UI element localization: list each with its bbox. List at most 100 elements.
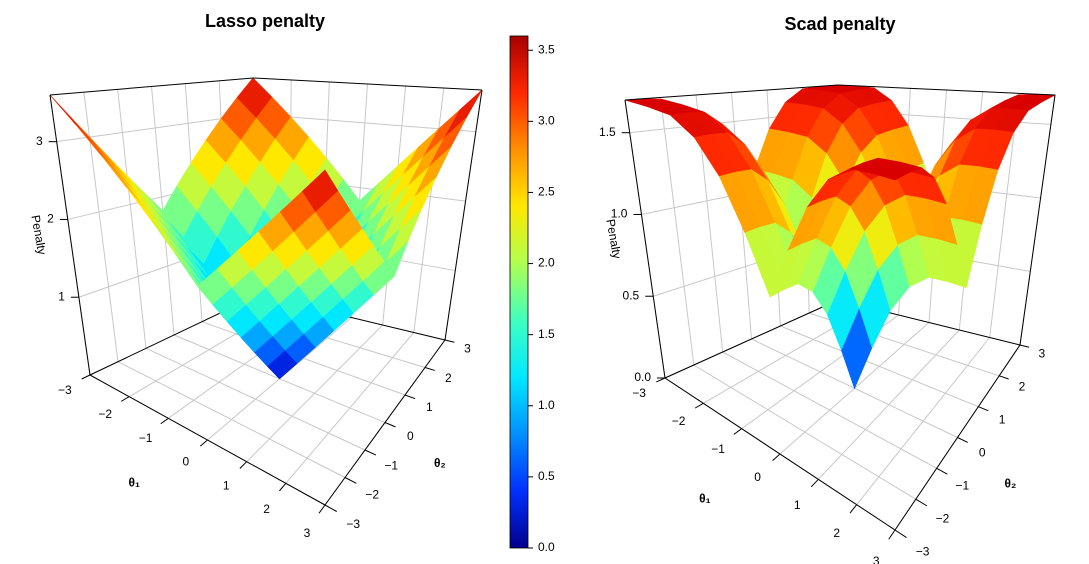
colorbar-tick-label: 2.0	[538, 256, 555, 270]
x-tick-label: −2	[98, 407, 112, 421]
colorbar-tick-label: 0.0	[538, 540, 555, 554]
tick-mark	[888, 529, 896, 540]
colorbar-tick-label: 1.5	[538, 327, 555, 341]
z-tick-label: 1.5	[599, 125, 616, 139]
box-edge	[444, 89, 483, 341]
colorbar-tick-label: 1.0	[538, 398, 555, 412]
y-tick-label: −1	[384, 458, 398, 472]
colorbar-tick-label: 3.5	[538, 42, 555, 56]
tick-mark	[810, 478, 819, 488]
colorbar-tick-label: 3.0	[538, 114, 555, 128]
surface-patch	[301, 169, 339, 212]
x-axis-title: θ₁	[129, 475, 140, 489]
y-tick-label: −2	[936, 511, 950, 525]
box-edge	[324, 339, 446, 506]
x-tick-label: −3	[632, 386, 646, 400]
z-axis-title: Penalty	[603, 218, 624, 260]
tick-mark	[733, 428, 742, 435]
y-axis-title: θ₂	[1005, 477, 1017, 491]
box-edge	[624, 84, 839, 101]
y-tick-label: 3	[464, 342, 471, 356]
y-tick-label: −1	[956, 478, 970, 492]
x-tick-label: −3	[58, 383, 72, 397]
x-tick-label: 3	[873, 554, 880, 564]
x-tick-label: 0	[754, 470, 761, 484]
grid-line	[780, 325, 979, 408]
z-tick-label: 0.0	[634, 370, 651, 384]
tick-mark	[279, 483, 287, 492]
box-edge	[1019, 94, 1056, 346]
x-tick-label: 3	[304, 526, 311, 540]
z-tick-label: 2	[47, 212, 54, 226]
grid-line	[201, 321, 406, 396]
y-tick-label: 1	[426, 400, 433, 414]
box-edge	[49, 77, 254, 96]
grid-line	[722, 351, 937, 469]
grid-line	[660, 97, 695, 366]
x-tick-label: 1	[223, 478, 230, 492]
grid-line	[117, 89, 147, 349]
tick-mark	[936, 467, 948, 475]
colorbar-tick-label: 0.5	[538, 469, 555, 483]
tick-mark	[957, 437, 969, 443]
box-edge	[837, 84, 1056, 96]
box-edge	[664, 377, 896, 531]
grid-line	[145, 347, 366, 451]
tick-mark	[694, 402, 704, 409]
z-tick-label: 3	[36, 134, 43, 148]
z-tick-label: 0.5	[623, 288, 640, 302]
x-tick-label: −2	[672, 414, 686, 428]
z-tick-label: 1	[58, 289, 65, 303]
grid-line	[989, 93, 1020, 338]
y-tick-label: −3	[346, 517, 360, 531]
tick-mark	[318, 504, 326, 514]
y-tick-label: 2	[445, 371, 452, 385]
tick-mark	[444, 339, 455, 343]
tick-mark	[160, 417, 169, 425]
y-tick-label: 1	[999, 413, 1006, 427]
grid-line	[83, 92, 119, 362]
x-tick-label: 1	[794, 498, 801, 512]
tick-mark	[324, 504, 337, 512]
y-tick-label: 2	[1019, 380, 1026, 394]
y-axis-title: θ₂	[434, 456, 446, 470]
box-edge	[49, 94, 91, 376]
grid-line	[117, 361, 346, 478]
box-edge	[89, 374, 326, 506]
tick-mark	[1019, 344, 1030, 348]
tick-mark	[424, 367, 435, 371]
chart-title: Lasso penalty	[205, 11, 325, 31]
x-tick-label: −1	[139, 431, 153, 445]
y-tick-label: −3	[916, 544, 930, 558]
tick-mark	[849, 504, 858, 514]
box-edge	[664, 299, 839, 379]
tick-mark	[344, 477, 357, 484]
chart-title: Scad penalty	[784, 14, 895, 34]
x-tick-label: −1	[711, 442, 725, 456]
tick-mark	[915, 498, 928, 507]
box-edge	[252, 77, 483, 91]
y-tick-label: 3	[1038, 347, 1045, 361]
tick-mark	[999, 375, 1009, 380]
y-tick-label: −2	[365, 488, 379, 502]
surface-patch	[871, 166, 910, 181]
tick-mark	[894, 529, 907, 539]
tick-mark	[656, 377, 666, 383]
x-tick-label: 0	[183, 455, 190, 469]
z-tick-label: 1.0	[611, 207, 628, 221]
tick-mark	[239, 461, 248, 469]
grid-line	[693, 364, 917, 500]
surface-patch	[101, 155, 144, 208]
tick-mark	[120, 396, 130, 402]
tick-mark	[81, 374, 91, 380]
x-axis-title: θ₁	[699, 492, 710, 506]
tick-mark	[772, 453, 781, 461]
tick-mark	[404, 394, 416, 400]
colorbar	[509, 35, 529, 549]
y-tick-label: 0	[979, 445, 986, 459]
x-tick-label: 2	[833, 526, 840, 540]
box-edge	[894, 344, 1021, 531]
colorbar-tick-label: 2.5	[538, 185, 555, 199]
tick-mark	[978, 406, 989, 412]
